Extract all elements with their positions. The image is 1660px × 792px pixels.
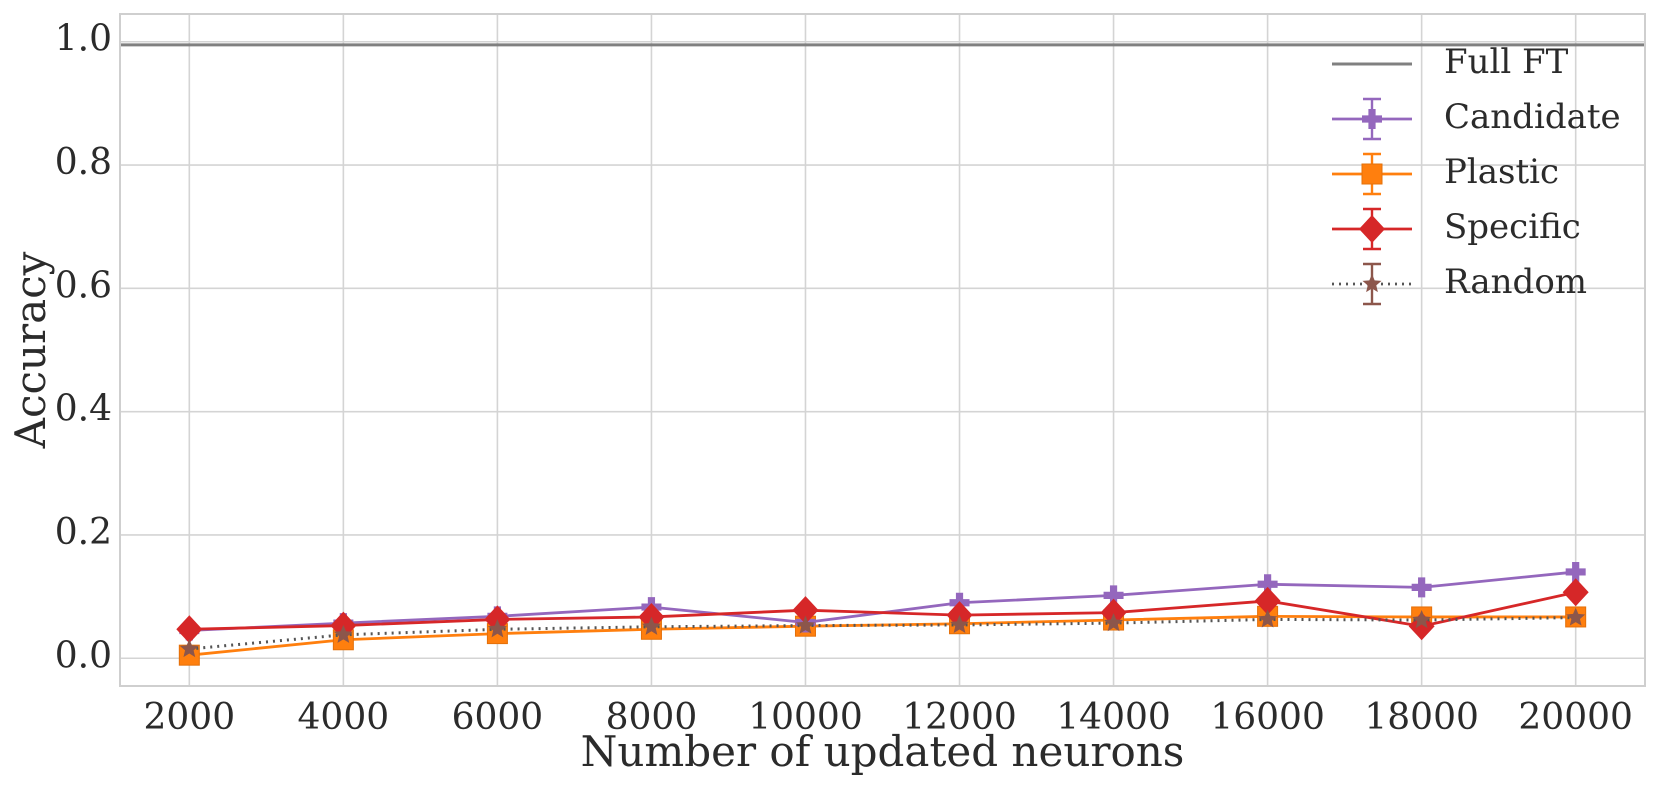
x-tick-label: 4000: [298, 697, 390, 738]
y-axis-title: Accuracy: [6, 251, 55, 449]
y-tick-label: 0.4: [55, 389, 112, 430]
legend-item-plastic: Plastic: [1332, 152, 1559, 196]
series-random: [179, 607, 1586, 658]
x-tick-label: 20000: [1518, 697, 1633, 738]
point-specific: [176, 615, 203, 644]
point-specific: [1562, 578, 1589, 607]
series-line-random: [189, 616, 1576, 651]
plot-area: [120, 14, 1645, 686]
point-random: [795, 615, 815, 634]
point-random: [487, 619, 507, 638]
legend-label: Plastic: [1444, 152, 1559, 192]
point-random: [179, 639, 199, 658]
point-random: [1104, 613, 1124, 632]
legend-item-random: Random: [1332, 262, 1587, 306]
x-tick-labels: 2000 4000 6000 8000 10000 12000 14000 16000 1800…: [144, 697, 1633, 738]
legend-marker: [1362, 109, 1382, 129]
legend-label: Full FT: [1444, 42, 1569, 82]
legend-marker: [1361, 163, 1383, 185]
grid-lines: [120, 14, 1645, 686]
x-tick-label: 6000: [452, 697, 544, 738]
series-layer: [176, 561, 1589, 666]
y-tick-label: 1.0: [55, 19, 112, 60]
point-specific: [792, 596, 819, 625]
x-tick-label: 10000: [748, 697, 863, 738]
x-tick-label: 14000: [1056, 697, 1171, 738]
x-tick-label: 8000: [606, 697, 698, 738]
x-tick-label: 12000: [902, 697, 1017, 738]
point-random: [333, 624, 353, 643]
x-tick-label: 2000: [144, 697, 236, 738]
series-line-specific: [189, 590, 1576, 631]
y-tick-labels: 0.0 0.2 0.4 0.6 0.8 1.0: [55, 19, 112, 677]
legend-label: Specific: [1444, 207, 1581, 247]
point-random: [1258, 609, 1278, 628]
point-random: [1566, 607, 1586, 626]
point-candidate: [1257, 574, 1278, 595]
legend-marker: [1359, 215, 1385, 243]
legend-label: Candidate: [1444, 97, 1621, 137]
y-tick-label: 0.2: [55, 512, 112, 553]
legend-item-candidate: Candidate: [1332, 97, 1621, 141]
plot-frame: [119, 13, 1646, 687]
point-random: [641, 616, 661, 635]
y-tick-label: 0.6: [55, 265, 112, 306]
point-candidate: [1411, 577, 1432, 598]
x-tick-label: 16000: [1210, 697, 1325, 738]
point-specific: [1100, 598, 1127, 627]
legend-item-specific: Specific: [1332, 207, 1581, 251]
legend-label: Random: [1444, 262, 1587, 302]
point-candidate: [1565, 561, 1586, 582]
legend-item-full-ft: Full FT: [1332, 42, 1569, 82]
y-tick-label: 0.8: [55, 142, 112, 183]
x-tick-label: 18000: [1364, 697, 1479, 738]
point-specific: [1254, 586, 1281, 615]
x-axis-title: Number of updated neurons: [581, 727, 1185, 776]
point-random: [1412, 610, 1432, 629]
point-candidate: [1103, 585, 1124, 606]
legend-marker: [1362, 274, 1382, 293]
point-random: [950, 614, 970, 634]
y-tick-label: 0.0: [55, 635, 112, 676]
legend: Full FT Candidate Plastic Specific Random: [1332, 42, 1621, 306]
